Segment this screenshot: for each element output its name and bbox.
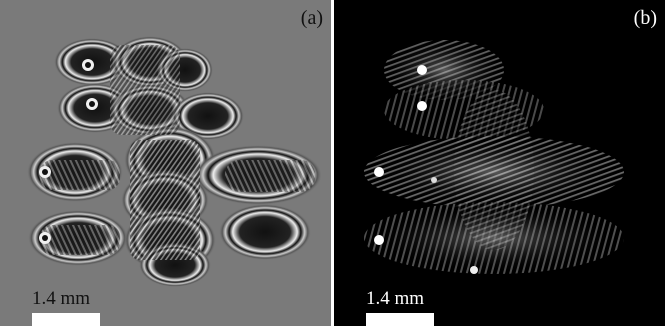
reconstruction-image-b	[364, 40, 624, 274]
panel-label-b: (b)	[633, 7, 657, 29]
speckle-cluster-b	[364, 40, 624, 274]
hologram-panel-a: (a) 1.4 mm	[0, 0, 331, 326]
hologram-image-a	[27, 36, 322, 287]
reconstruction-panel-b: (b) 1.4 mm	[334, 0, 665, 326]
scale-bar-a	[32, 313, 100, 326]
scale-bar-label-b: 1.4 mm	[366, 288, 425, 309]
scale-bar-label-a: 1.4 mm	[32, 288, 91, 309]
panel-divider	[331, 0, 334, 326]
scale-bar-b	[366, 313, 434, 326]
panel-label-a: (a)	[300, 7, 323, 29]
particle-cluster-a	[27, 36, 322, 287]
